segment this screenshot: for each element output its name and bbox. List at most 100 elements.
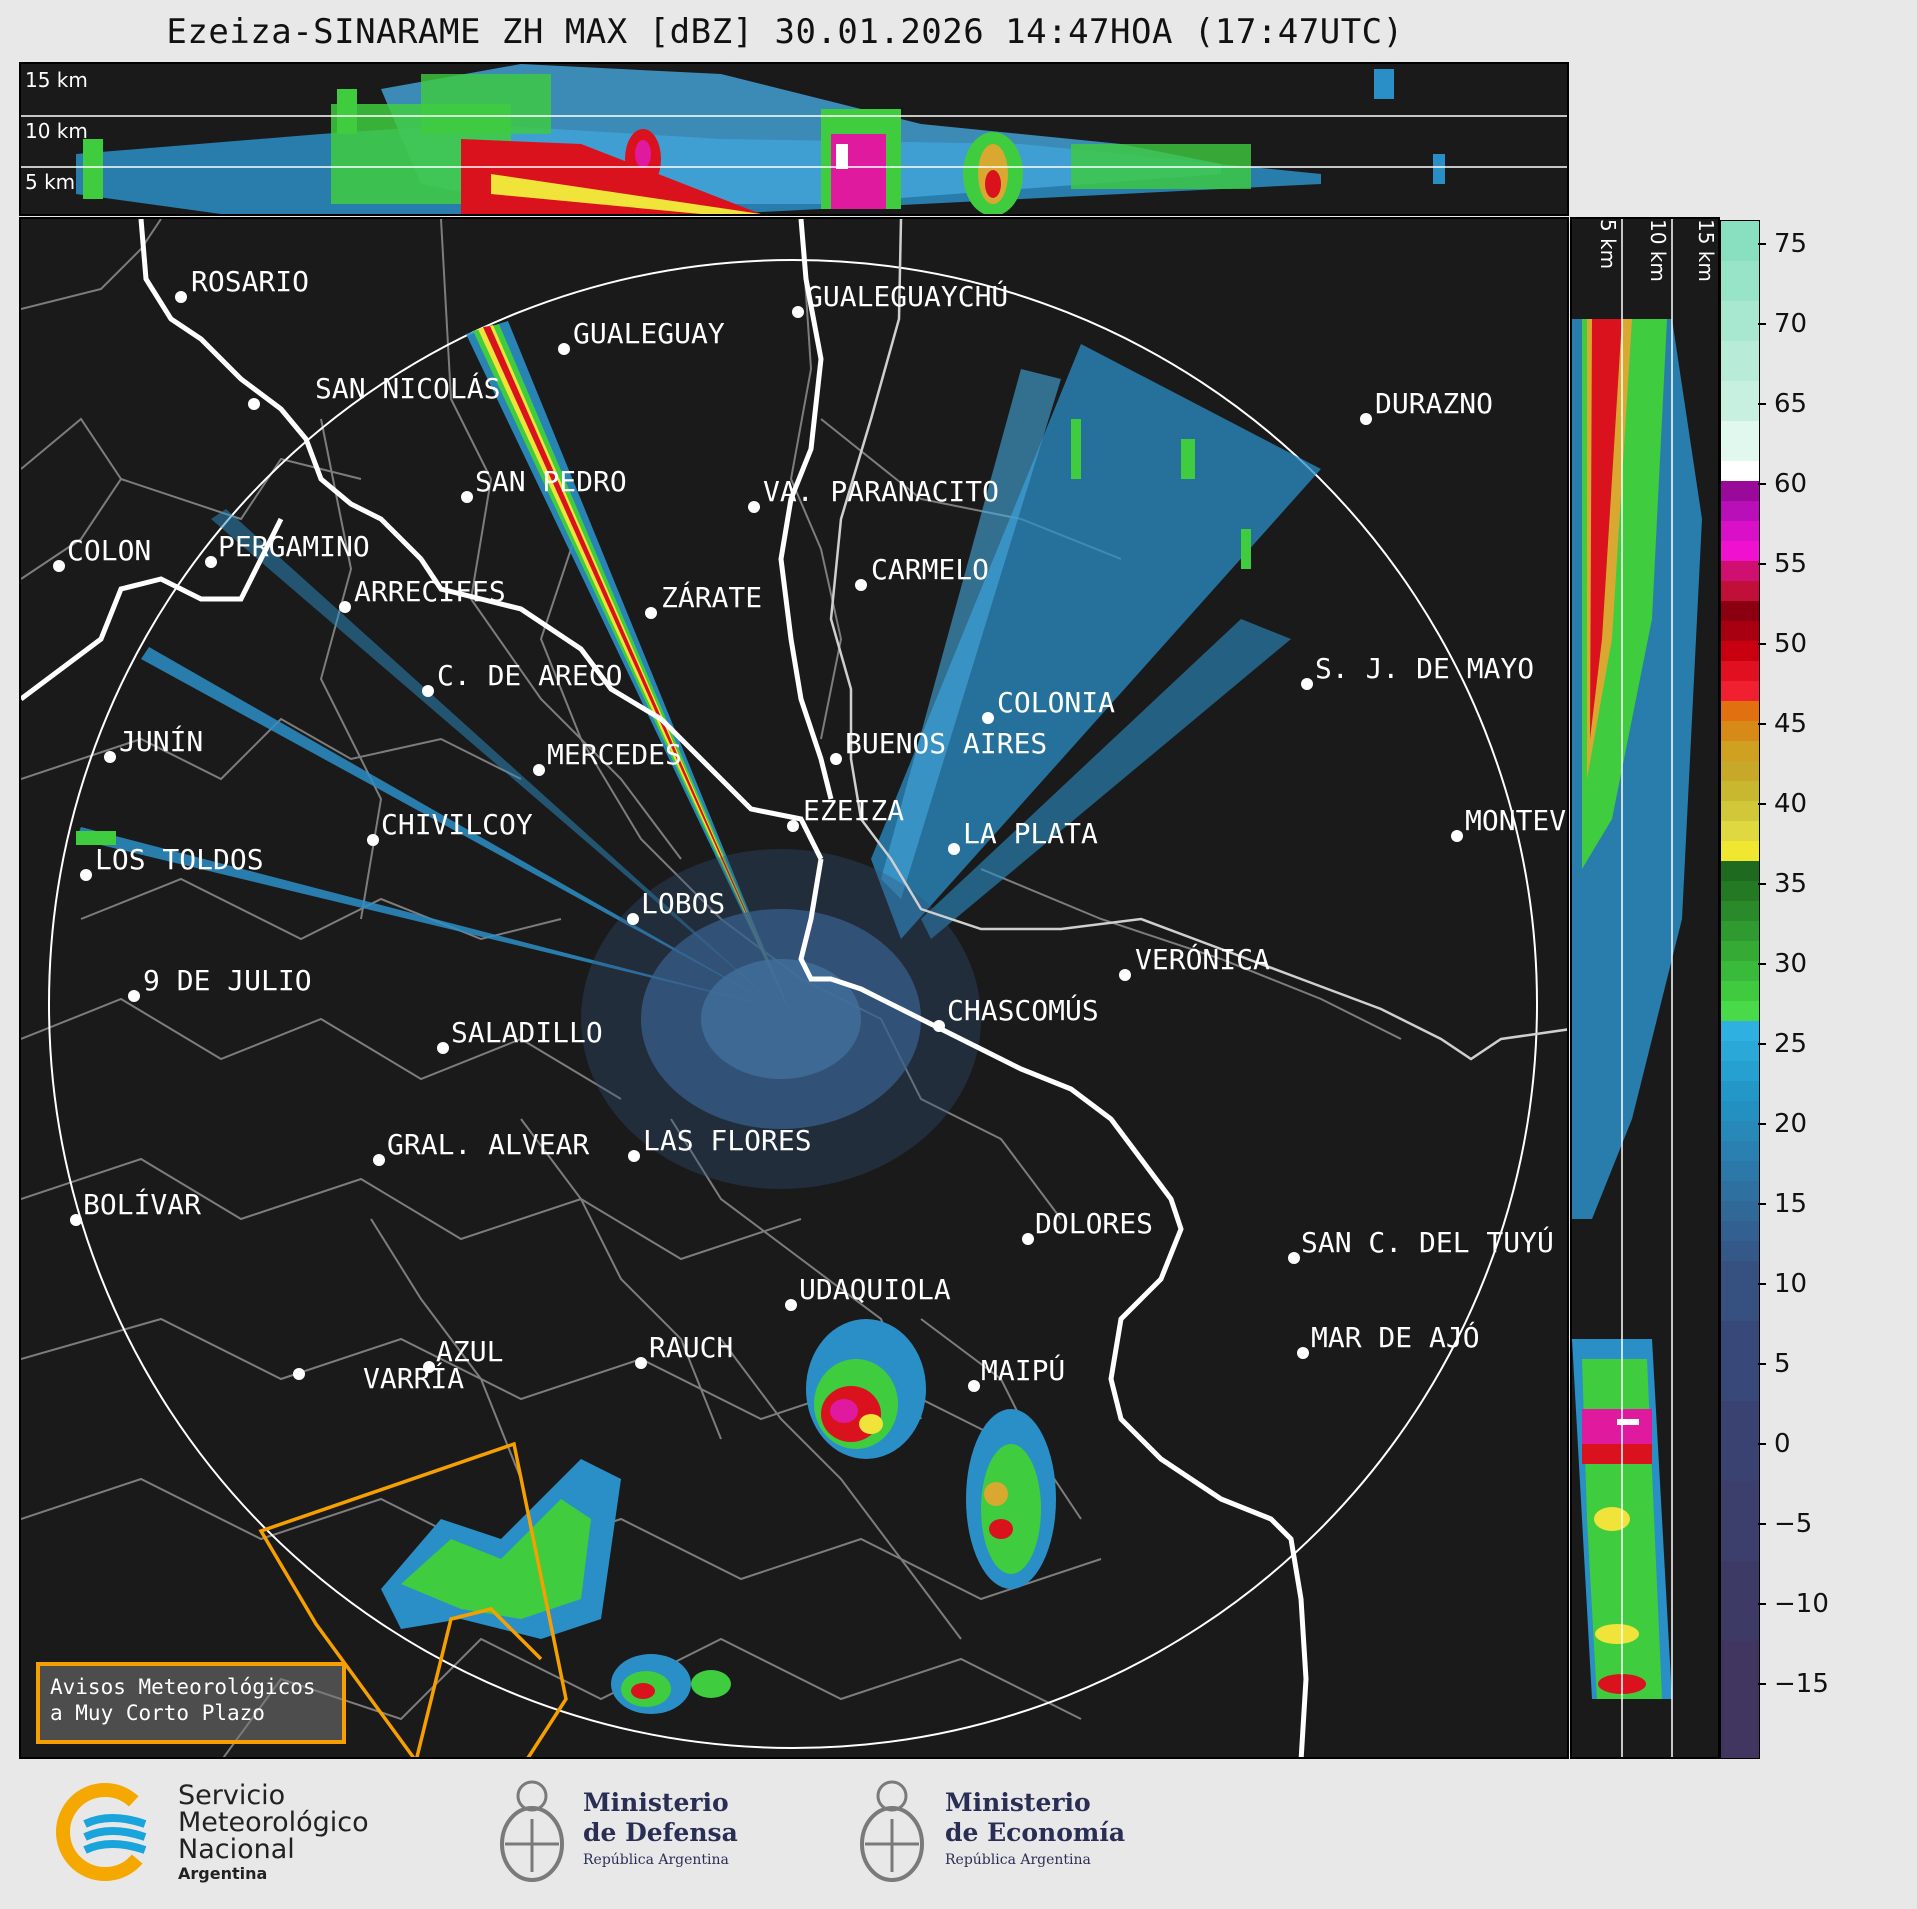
warning-legend-box: Avisos Meteorológicos a Muy Corto Plazo [36, 1662, 346, 1744]
economia-line2: de Economía [945, 1818, 1126, 1847]
defensa-line1: Ministerio [583, 1788, 729, 1817]
city-label: DURAZNO [1375, 387, 1493, 420]
colorbar-tick-label: 5 [1774, 1349, 1791, 1379]
warning-legend-line1: Avisos Meteorológicos [50, 1675, 316, 1699]
colorbar-tick-label: 40 [1774, 789, 1808, 819]
smn-name: Servicio Meteorológico Nacional Argentin… [178, 1782, 369, 1885]
city-label: MAR DE AJÓ [1311, 1320, 1480, 1354]
coat-of-arms-icon [500, 1780, 564, 1882]
colorbar-tick-label: 0 [1774, 1429, 1791, 1459]
side-height-label-10km: 10 km [1646, 219, 1670, 282]
warning-polygon [258, 1441, 568, 1757]
city-label: CARMELO [871, 553, 989, 586]
radar-map-panel: ROSARIO GUALEGUAYCHÚ GUALEGUAY SAN NICOL… [19, 217, 1569, 1759]
city-label: ARRECIFES [354, 575, 506, 608]
city-label: GUALEGUAY [573, 317, 725, 350]
economia-name: Ministerio de Economía [945, 1788, 1125, 1848]
city-label: LOBOS [641, 887, 725, 920]
top-cross-section-panel: 15 km 10 km 5 km [19, 62, 1569, 216]
smn-logo [55, 1782, 155, 1882]
storm-cell-rauch [611, 1654, 731, 1714]
city-label: MAIPÚ [981, 1353, 1065, 1387]
warning-legend-line2: a Muy Corto Plazo [50, 1701, 265, 1725]
colorbar-tick-label: 75 [1774, 229, 1808, 259]
smn-line4: Argentina [178, 1864, 268, 1883]
city-label: MERCEDES [547, 738, 682, 771]
defensa-name: Ministerio de Defensa [583, 1788, 738, 1848]
economia-line1: Ministerio [945, 1788, 1091, 1817]
top-cross-section-plot [21, 64, 1567, 214]
colorbar-tick-label: 15 [1774, 1189, 1808, 1219]
map-title: Ezeiza-SINARAME ZH MAX [dBZ] 30.01.2026 … [166, 12, 1404, 52]
city-label: SAN C. DEL TUYÚ [1301, 1225, 1554, 1259]
colorbar-tick-label: −15 [1774, 1669, 1829, 1699]
city-label: VA. PARANACITO [763, 475, 999, 508]
city-label: CHASCOMÚS [947, 993, 1099, 1027]
city-label: GRAL. ALVEAR [387, 1128, 589, 1161]
city-label: S. J. DE MAYO [1315, 652, 1534, 685]
city-label: DOLORES [1035, 1207, 1153, 1240]
colorbar-tick-label: −10 [1774, 1589, 1829, 1619]
smn-logo-icon [56, 1783, 154, 1881]
coastlines [21, 219, 1309, 1757]
smn-line1: Servicio [178, 1780, 286, 1811]
storm-cell-las-flores [806, 1319, 926, 1459]
radar-map: ROSARIO GUALEGUAYCHÚ GUALEGUAY SAN NICOL… [21, 219, 1567, 1757]
colorbar-tick-label: 10 [1774, 1269, 1808, 1299]
city-label: RAUCH [649, 1331, 733, 1364]
defensa-sub: República Argentina [583, 1852, 729, 1868]
colorbar-tick-label: 60 [1774, 469, 1808, 499]
city-label: EZEIZA [803, 794, 904, 827]
colorbar-tick-label: 30 [1774, 949, 1808, 979]
city-label: C. DE ARECO [437, 659, 622, 692]
city-labels: ROSARIO GUALEGUAYCHÚ GUALEGUAY SAN NICOL… [67, 265, 1566, 1395]
city-label: CHIVILCOY [381, 808, 533, 841]
defensa-shield-icon [495, 1774, 569, 1894]
city-label: COLON [67, 534, 151, 567]
footer-logos: Servicio Meteorológico Nacional Argentin… [0, 1760, 1917, 1909]
colorbar-tick-label: −5 [1774, 1509, 1813, 1539]
side-cross-section-plot [1572, 219, 1718, 1757]
city-label: JUNÍN [119, 724, 203, 758]
city-label: SAN PEDRO [475, 465, 627, 498]
side-height-label-5km: 5 km [1596, 219, 1620, 270]
side-cross-section-panel: 5 km 10 km 15 km [1570, 217, 1720, 1759]
city-label: SAN NICOLÁS [315, 371, 500, 405]
city-label: PERGAMINO [218, 530, 370, 563]
dbz-colorbar [1720, 220, 1760, 1759]
city-label: ROSARIO [191, 265, 309, 298]
city-label: LOS TOLDOS [95, 843, 264, 876]
city-label: MONTEV [1465, 804, 1566, 837]
height-label-5km: 5 km [25, 170, 76, 194]
colorbar-tick-label: 45 [1774, 709, 1808, 739]
city-label: ZÁRATE [661, 580, 762, 614]
city-markers [53, 291, 1463, 1392]
height-label-15km: 15 km [25, 68, 88, 92]
colorbar-tick-label: 20 [1774, 1109, 1808, 1139]
city-label: VERÓNICA [1135, 942, 1270, 976]
range-ring [48, 259, 1538, 1749]
rivers [829, 219, 1567, 1061]
colorbar-ticks: 75 70 65 60 55 50 45 40 35 30 25 20 15 1… [1758, 220, 1878, 1757]
radar-echoes [76, 321, 1321, 1714]
city-label: GUALEGUAYCHÚ [806, 279, 1008, 313]
defensa-line2: de Defensa [583, 1818, 738, 1847]
economia-sub: República Argentina [945, 1852, 1091, 1868]
city-label: LA PLATA [963, 817, 1098, 850]
city-label: VARRÍA [363, 1361, 464, 1395]
side-height-label-15km: 15 km [1694, 219, 1718, 282]
city-label: AZUL [436, 1335, 503, 1368]
colorbar-tick-label: 25 [1774, 1029, 1808, 1059]
colorbar-tick-label: 35 [1774, 869, 1808, 899]
smn-line2: Meteorológico [178, 1807, 369, 1838]
city-label: 9 DE JULIO [143, 964, 312, 997]
city-label: UDAQUIOLA [799, 1273, 951, 1306]
city-label: COLONIA [997, 686, 1115, 719]
city-label: BOLÍVAR [83, 1187, 201, 1221]
storm-cell-dolores [966, 1409, 1056, 1589]
height-label-10km: 10 km [25, 119, 88, 143]
city-label: LAS FLORES [643, 1124, 812, 1157]
colorbar-tick-label: 65 [1774, 389, 1808, 419]
smn-line3: Nacional [178, 1834, 295, 1865]
economia-shield-icon [855, 1774, 929, 1894]
